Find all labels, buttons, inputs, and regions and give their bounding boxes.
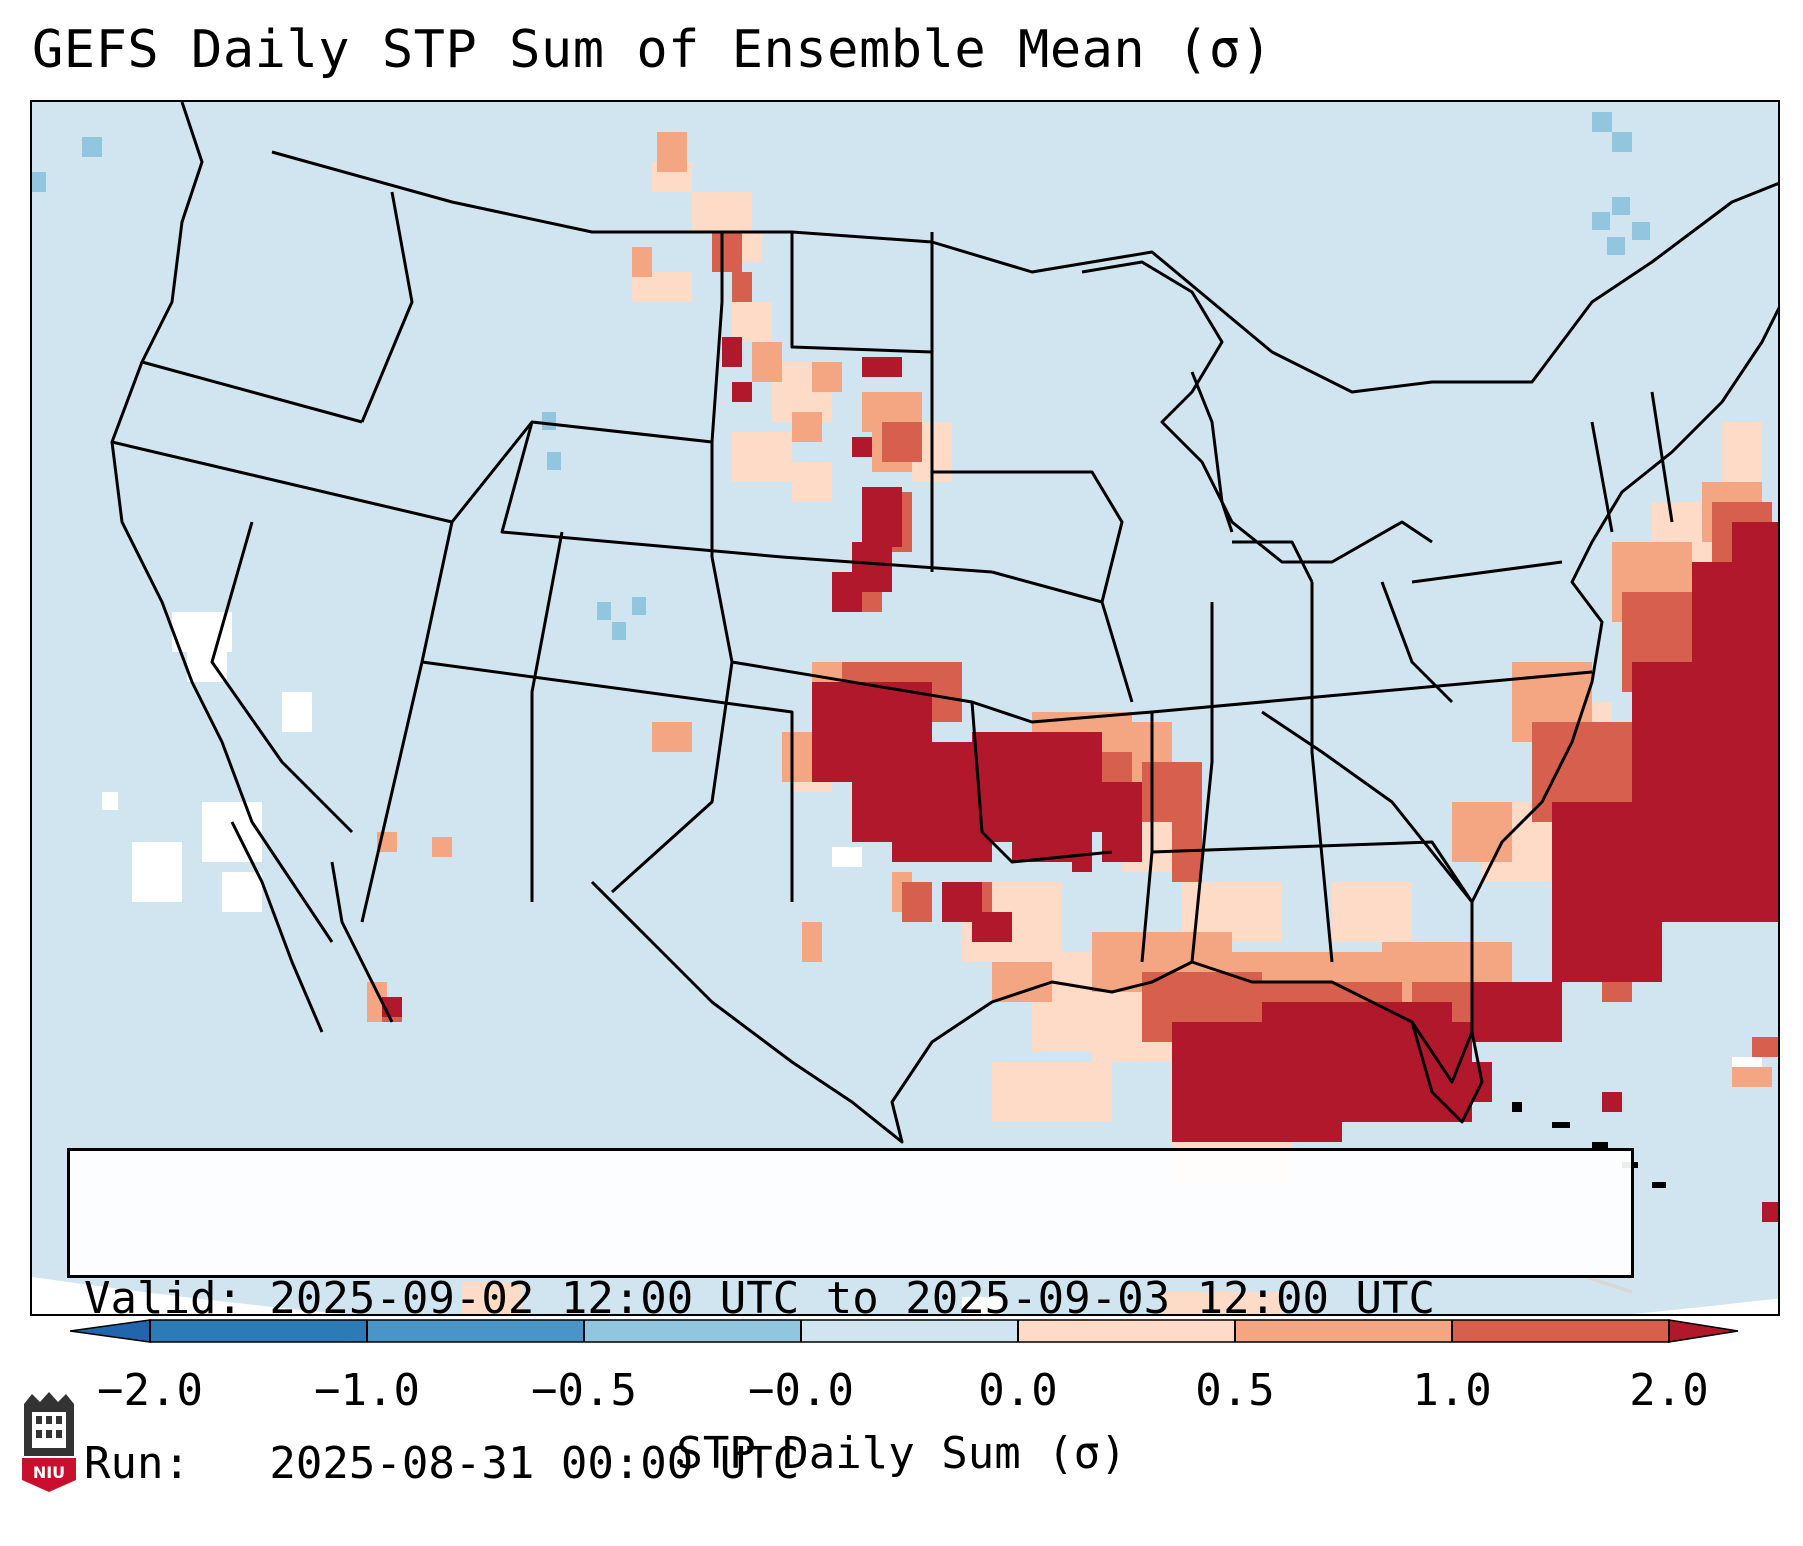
- colorbar-segment-6: [1452, 1320, 1669, 1342]
- colorbar-segment-0: [150, 1320, 367, 1342]
- tick-label: −0.0: [748, 1365, 854, 1416]
- great-lakes-outline: [1081, 260, 1433, 564]
- michigan-outline: [1232, 540, 1314, 583]
- tick-label: 1.0: [1412, 1365, 1492, 1416]
- baja-outline: [330, 861, 394, 1023]
- colorbar-segment-5: [1235, 1320, 1452, 1342]
- colorbar-ticks: −2.0 −1.0 −0.5 −0.0 0.0 0.5 1.0 2.0: [0, 1365, 1803, 1425]
- negative-anomaly-cells: [32, 112, 1650, 640]
- land-outlines: [110, 102, 1778, 1144]
- east-coast-outline: [1470, 306, 1778, 982]
- run-time-line: Run: 2025-08-31 00:00 UTC: [84, 1438, 800, 1489]
- canada-border: [271, 150, 1778, 394]
- tick-label: −1.0: [314, 1365, 420, 1416]
- map-panel[interactable]: [30, 100, 1780, 1316]
- colorbar-tick-marks: [149, 1320, 1670, 1342]
- colorbar-segment-3: [801, 1320, 1018, 1342]
- tick-label: 2.0: [1629, 1365, 1709, 1416]
- tick-label: 0.0: [978, 1365, 1058, 1416]
- state-borders: [111, 191, 1674, 963]
- colorbar-segment-4: [1018, 1320, 1235, 1342]
- lake-michigan-outline: [1190, 371, 1234, 533]
- colorbar-segment-2: [584, 1320, 801, 1342]
- neutral-cells: [102, 612, 1762, 1314]
- colorbar-extend-high: [1668, 1319, 1739, 1343]
- map-title: GEFS Daily STP Sum of Ensemble Mean (σ): [32, 20, 1273, 80]
- colorbar-extend-low: [70, 1319, 151, 1343]
- tick-label: −2.0: [97, 1365, 203, 1416]
- valid-time-box: Valid: 2025-09-02 12:00 UTC to 2025-09-0…: [67, 1148, 1634, 1489]
- tick-label: 0.5: [1195, 1365, 1275, 1416]
- west-coast-outline: [110, 102, 334, 943]
- florida-outline: [1410, 1021, 1484, 1124]
- niu-logo-icon: NIU: [22, 1392, 76, 1492]
- colorbar: [70, 1319, 1739, 1343]
- colorbar-segment-1: [367, 1320, 584, 1342]
- logo-text: NIU: [33, 1463, 65, 1482]
- stp-map: [32, 102, 1778, 1314]
- colorbar-label: STP Daily Sum (σ): [676, 1428, 1127, 1479]
- valid-time-line: Valid: 2025-09-02 12:00 UTC to 2025-09-0…: [84, 1273, 1436, 1324]
- tick-label: −0.5: [531, 1365, 637, 1416]
- mexico-west-coast: [230, 821, 324, 1033]
